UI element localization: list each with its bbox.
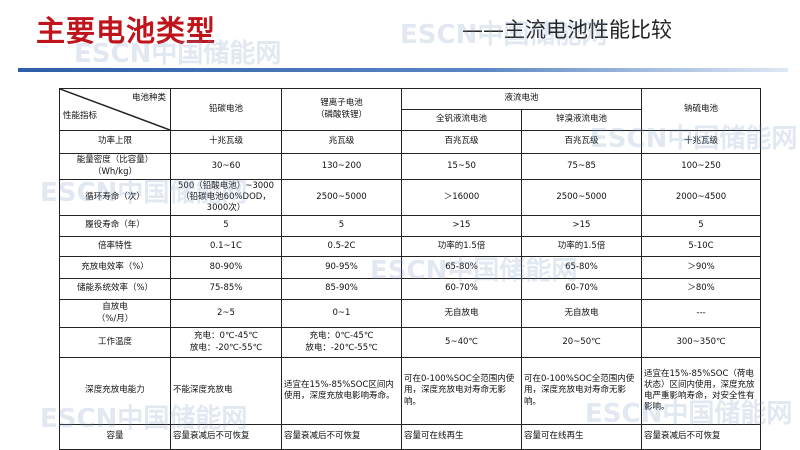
page-title: 主要电池类型	[36, 14, 217, 48]
table-cell: 300~350℃	[641, 327, 762, 358]
table-cell: 65-80%	[401, 256, 522, 279]
table-row: 能量密度（比容量） （Wh/kg） 30~60 130~200 15~50 75~85 1…	[59, 153, 762, 180]
row-label: 容量	[59, 424, 171, 450]
header-li-ion: 锂离子电池 （磷酸铁锂）	[281, 88, 402, 131]
table-cell: 2000~4500	[641, 179, 762, 216]
table-cell: 无自放电	[520, 299, 643, 328]
table-cell: 容量衰减后不可恢复	[170, 424, 282, 450]
table-cell: 容量衰减后不可恢复	[281, 424, 402, 450]
table-row: 储能系统效率（%） 75-85% 85-90% 60-70% 60-70% ＞80%	[59, 278, 762, 300]
table-cell: 20~50℃	[520, 327, 643, 358]
table-cell: ---	[641, 299, 762, 328]
table-cell: 容量可在线再生	[401, 424, 522, 450]
header-lead-carbon: 铅碳电池	[170, 88, 282, 131]
table-cell: >15	[401, 215, 522, 237]
table-cell: 90-95%	[281, 256, 402, 279]
header-zinc-bromine: 锌溴液流电池	[520, 109, 643, 131]
table-cell: 2500~5000	[520, 179, 643, 216]
table-cell: 5~40℃	[401, 327, 522, 358]
table-cell: 500（铅酸电池）~3000 （铅碳电池60%DOD， 3000次）	[170, 179, 282, 216]
table-cell: 0.1~1C	[170, 236, 282, 257]
table-cell: 80-90%	[170, 256, 282, 279]
table-cell: >15	[520, 215, 643, 237]
row-label: 充放电效率（%）	[59, 256, 171, 279]
table-cell: 5	[281, 215, 402, 237]
table-cell: 130~200	[281, 153, 402, 180]
table-cell: 可在0-100%SOC全范围内使用，深度充放电对寿命无影响。	[520, 357, 643, 425]
table-cell: 2500~5000	[281, 179, 402, 216]
table-row: 工作温度 充电：0℃-45℃ 放电：-20℃-55℃ 充电：0℃-45℃ 放电：-2…	[59, 327, 762, 358]
table-row: 循环寿命（次） 500（铅酸电池）~3000 （铅碳电池60%DOD， 3000次…	[59, 179, 762, 216]
header-nas: 钠硫电池	[641, 88, 762, 131]
row-label: 储能系统效率（%）	[59, 278, 171, 300]
table-cell: 可在0-100%SOC全范围内使用，深度充放电对寿命无影响。	[401, 357, 522, 425]
table-cell: 功率的1.5倍	[401, 236, 522, 257]
row-label: 深度充放电能力	[59, 357, 171, 425]
table-cell: 15~50	[401, 153, 522, 180]
table-row: 功率上限 十兆瓦级 兆瓦级 百兆瓦级 百兆瓦级 十兆瓦级	[59, 130, 762, 154]
title-divider	[18, 68, 788, 72]
battery-comparison-table: 电池种类 性能指标 铅碳电池 锂离子电池 （磷酸铁锂） 液流电池 钠硫电池 全钒…	[59, 88, 762, 450]
table-cell: 75~85	[520, 153, 643, 180]
table-cell: 不能深度充放电	[170, 357, 282, 425]
table-cell: 容量可在线再生	[520, 424, 643, 450]
row-label: 功率上限	[59, 130, 171, 154]
header-vanadium: 全钒液流电池	[401, 109, 522, 131]
table-cell: 5	[641, 215, 762, 237]
table-row: 深度充放电能力 不能深度充放电 适宜在15%-85%SOC区间内使用，深度充放电影响…	[59, 357, 762, 425]
table-cell: 百兆瓦级	[520, 130, 643, 154]
table-cell: 0.5-2C	[281, 236, 402, 257]
table-cell: ＞16000	[401, 179, 522, 216]
table-cell: 2~5	[170, 299, 282, 328]
corner-header: 电池种类 性能指标	[59, 88, 171, 131]
corner-bottom-label: 性能指标	[63, 110, 98, 121]
table-cell: 容量衰减后不可恢复	[641, 424, 762, 450]
table-row: 容量 容量衰减后不可恢复 容量衰减后不可恢复 容量可在线再生 容量可在线再生 容量衰减后不…	[59, 424, 762, 450]
row-label: 履役寿命（年）	[59, 215, 171, 237]
table-cell: 功率的1.5倍	[520, 236, 643, 257]
table-cell: ＞90%	[641, 256, 762, 279]
table-row: 自放电 （%/月） 2~5 0~1 无自放电 无自放电 ---	[59, 299, 762, 328]
table-cell: 0~1	[281, 299, 402, 328]
table-cell: 十兆瓦级	[170, 130, 282, 154]
row-label: 自放电 （%/月）	[59, 299, 171, 328]
table-cell: 无自放电	[401, 299, 522, 328]
table-cell: ＞80%	[641, 278, 762, 300]
row-label: 工作温度	[59, 327, 171, 358]
row-label: 倍率特性	[59, 236, 171, 257]
table-cell: 60-70%	[520, 278, 643, 300]
table-cell: 充电：0℃-45℃ 放电：-20℃-55℃	[281, 327, 402, 358]
page-subtitle: ——主流电池性能比较	[462, 18, 672, 42]
table-cell: 适宜在15%-85%SOC区间内使用，深度充放电影响寿命。	[281, 357, 402, 425]
table-cell: 5	[170, 215, 282, 237]
table-row: 充放电效率（%） 80-90% 90-95% 65-80% 65-80% ＞90%	[59, 256, 762, 279]
table-cell: 兆瓦级	[281, 130, 402, 154]
table-row: 倍率特性 0.1~1C 0.5-2C 功率的1.5倍 功率的1.5倍 5-10C	[59, 236, 762, 257]
table-cell: 适宜在15%-85%SOC（荷电状态）区间内使用，深度充放电严重影响寿命，对安全…	[641, 357, 762, 425]
table-cell: 85-90%	[281, 278, 402, 300]
corner-top-label: 电池种类	[131, 93, 166, 103]
table-cell: 十兆瓦级	[641, 130, 762, 154]
row-label: 循环寿命（次）	[59, 179, 171, 216]
table-cell: 百兆瓦级	[401, 130, 522, 154]
header-flow: 液流电池	[400, 88, 643, 110]
table-cell: 100~250	[641, 153, 762, 180]
table-cell: 65-80%	[520, 256, 643, 279]
table-cell: 充电：0℃-45℃ 放电：-20℃-55℃	[170, 327, 282, 358]
table-cell: 30~60	[170, 153, 282, 180]
table-cell: 60-70%	[401, 278, 522, 300]
table-row: 履役寿命（年） 5 5 >15 >15 5	[59, 215, 762, 237]
row-label: 能量密度（比容量） （Wh/kg）	[59, 153, 171, 180]
table-cell: 5-10C	[641, 236, 762, 257]
table-cell: 75-85%	[170, 278, 282, 300]
